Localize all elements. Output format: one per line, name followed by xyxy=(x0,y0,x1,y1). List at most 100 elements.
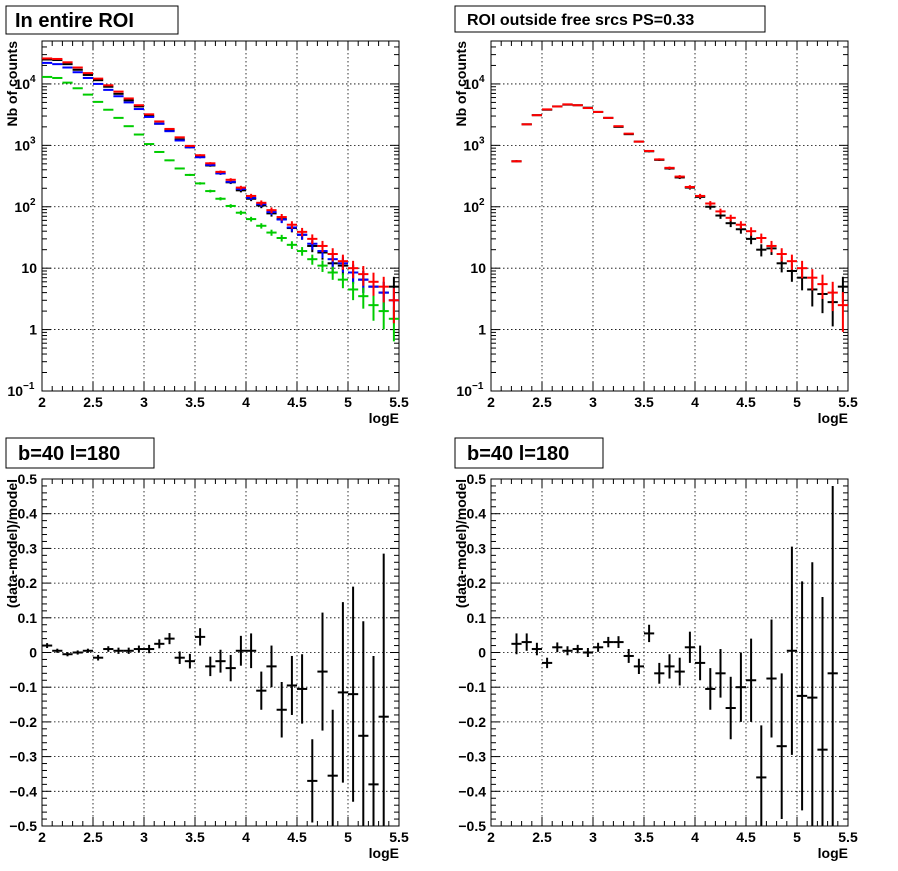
data-point xyxy=(174,136,185,139)
y-tick-label: 10 xyxy=(456,383,472,399)
data-point xyxy=(144,143,155,146)
data-point xyxy=(837,292,848,332)
data-point xyxy=(195,154,206,157)
chart-panel-br: 2 2.5 3 3.5 4 4.5 5 5.5 −0.5 −0.4 −0.3 −0.2 −0.1 0 0.1… xyxy=(453,437,858,861)
series-0 xyxy=(511,103,848,327)
data-point xyxy=(317,240,328,253)
data-point xyxy=(735,221,746,229)
y-tick-label: 0.4 xyxy=(467,506,487,522)
x-tick-label: 5.5 xyxy=(838,829,858,845)
y-tick-label: −0.1 xyxy=(9,679,37,695)
chart-panel-bl: 2 2.5 3 3.5 4 4.5 5 5.5 −0.5 −0.4 −0.3 −0.2 −0.1 0 0.1… xyxy=(4,437,409,861)
y-tick-label: 10 xyxy=(21,260,37,276)
data-point xyxy=(593,642,604,652)
chart-title: ROI outside free srcs PS=0.33 xyxy=(467,12,694,29)
x-tick-label: 5 xyxy=(344,829,352,845)
data-point xyxy=(246,633,257,669)
data-point xyxy=(378,276,389,303)
data-point xyxy=(562,103,573,106)
data-point xyxy=(123,101,134,104)
data-point xyxy=(256,200,267,206)
data-point xyxy=(62,652,73,657)
data-point xyxy=(144,113,155,116)
data-point xyxy=(184,144,195,147)
data-point xyxy=(664,166,675,170)
title-box xyxy=(5,437,155,469)
data-point xyxy=(154,639,165,649)
y-tick-label: 10 xyxy=(463,137,479,153)
data-point xyxy=(633,140,644,143)
data-point xyxy=(827,281,838,312)
data-point xyxy=(623,132,634,135)
plot-frame xyxy=(490,40,849,392)
data-point xyxy=(317,612,328,731)
x-tick-label: 5 xyxy=(793,829,801,845)
data-point xyxy=(715,649,726,698)
data-point xyxy=(623,649,634,663)
data-point xyxy=(113,95,124,98)
y-tick-exponent: 3 xyxy=(30,135,36,146)
y-tick-exponent: 4 xyxy=(30,74,36,85)
x-tick-label: 3.5 xyxy=(185,829,205,845)
data-point xyxy=(235,185,246,190)
y-tick-label: −0.5 xyxy=(458,818,486,834)
data-point xyxy=(164,633,175,645)
data-point xyxy=(705,201,716,207)
data-point xyxy=(756,233,767,244)
y-axis-title: Nb of counts xyxy=(4,41,20,127)
data-point xyxy=(297,227,308,237)
y-tick-label: −0.4 xyxy=(9,783,37,799)
data-point xyxy=(368,272,379,296)
y-tick-label: 0.5 xyxy=(18,471,38,487)
data-point xyxy=(133,645,144,653)
x-tick-label: 4.5 xyxy=(736,394,756,410)
data-point xyxy=(827,485,838,826)
data-point xyxy=(684,631,695,663)
series-0 xyxy=(42,58,399,312)
x-tick-label: 2 xyxy=(38,829,46,845)
data-point xyxy=(358,266,369,286)
x-tick-label: 2 xyxy=(487,829,495,845)
data-point xyxy=(542,657,553,669)
data-point xyxy=(378,300,389,330)
x-tick-label: 4 xyxy=(691,394,699,410)
data-point xyxy=(562,646,573,656)
data-point xyxy=(144,644,155,654)
data-point xyxy=(358,621,369,826)
data-point xyxy=(807,269,818,291)
data-point xyxy=(103,84,114,87)
data-point xyxy=(276,234,287,242)
data-point xyxy=(388,288,399,324)
y-tick-label: 10 xyxy=(470,260,486,276)
data-point xyxy=(93,82,104,85)
data-point xyxy=(256,671,267,710)
data-point xyxy=(133,108,144,111)
data-point xyxy=(276,213,287,221)
data-point xyxy=(613,125,624,128)
data-point xyxy=(327,709,338,826)
y-tick-label: 0.2 xyxy=(467,575,487,591)
y-tick-label: 10 xyxy=(463,76,479,92)
y-tick-label: −0.1 xyxy=(458,679,486,695)
data-point xyxy=(654,158,665,161)
data-point xyxy=(337,602,348,783)
data-point xyxy=(307,254,318,265)
plot-frame xyxy=(490,478,849,827)
data-point xyxy=(276,681,287,738)
data-point xyxy=(368,655,379,826)
data-point xyxy=(184,653,195,669)
data-point xyxy=(113,647,124,654)
data-point xyxy=(103,108,114,111)
y-tick-label: −0.4 xyxy=(458,783,486,799)
data-point xyxy=(205,162,216,165)
data-point xyxy=(695,193,706,199)
data-point xyxy=(215,170,226,174)
data-point xyxy=(225,178,236,182)
data-point xyxy=(337,273,348,289)
y-tick-label: −0.2 xyxy=(9,714,37,730)
data-point xyxy=(93,100,104,103)
data-point xyxy=(644,149,655,152)
data-point xyxy=(582,107,593,110)
data-point xyxy=(542,108,553,111)
